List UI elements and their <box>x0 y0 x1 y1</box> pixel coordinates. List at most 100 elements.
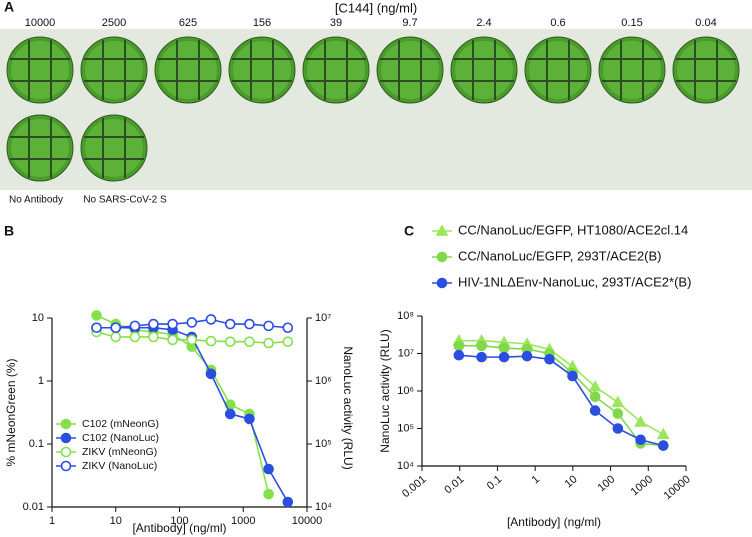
data-point <box>224 318 236 330</box>
data-point <box>224 336 236 348</box>
y2-tick-label: 10⁶ <box>315 375 332 387</box>
legend-marker <box>436 277 448 289</box>
series-line <box>458 339 664 436</box>
y-tick-label: 10⁵ <box>397 422 414 434</box>
data-point <box>282 496 294 508</box>
concentration-label: 2.4 <box>476 17 491 29</box>
data-point <box>282 336 294 348</box>
legend-marker <box>60 446 72 458</box>
legend-label: HIV-1NLΔEnv-NanoLuc, 293T/ACE2*(B) <box>458 274 691 289</box>
x-tick-label: 1000 <box>629 473 655 498</box>
legend-marker <box>436 251 448 263</box>
data-point <box>544 354 555 365</box>
legend-label: C102 (mNeonG) <box>82 418 159 430</box>
legend-label: C102 (NanoLuc) <box>82 432 159 444</box>
y-tick-label: 10⁶ <box>397 385 414 397</box>
data-point <box>167 318 178 330</box>
data-point <box>110 331 122 343</box>
well-inner <box>529 41 587 99</box>
concentration-label: 625 <box>179 17 197 29</box>
data-point <box>612 408 624 419</box>
data-point <box>91 322 102 334</box>
x-axis-label: [Antibody] (ng/ml) <box>132 521 226 535</box>
y-tick-label: 1 <box>38 375 44 387</box>
data-point <box>167 334 178 346</box>
data-point <box>521 350 533 362</box>
y-axis-label: NanoLuc activity (RLU) <box>378 329 392 452</box>
well-inner <box>603 41 661 99</box>
data-point <box>588 380 602 392</box>
legend-marker <box>60 460 72 472</box>
control-label: No SARS-CoV-2 S <box>83 195 167 206</box>
x-tick-label: 10000 <box>662 473 693 502</box>
legend-marker <box>435 224 449 236</box>
data-point <box>263 337 274 349</box>
series-line <box>458 345 664 447</box>
x-tick-label: 10000 <box>292 515 323 527</box>
data-point <box>657 440 669 451</box>
data-point <box>263 488 274 500</box>
well-inner <box>455 41 513 99</box>
data-point <box>91 310 102 321</box>
y-tick-label: 0.01 <box>23 501 44 513</box>
x-tick-label: 10 <box>110 515 122 527</box>
series-line <box>458 354 664 447</box>
x-axis-label: [Antibody] (ng/ml) <box>507 515 601 529</box>
data-point <box>589 391 601 403</box>
data-point <box>205 368 217 380</box>
x-tick-label: 10 <box>563 473 580 490</box>
data-point <box>244 336 255 348</box>
legend-marker <box>60 432 72 444</box>
concentration-label: 9.7 <box>402 17 417 29</box>
concentration-label: 0.6 <box>550 17 565 29</box>
data-point <box>476 340 487 352</box>
x-tick-label: 1 <box>530 473 542 486</box>
legend-label: ZIKV (mNeonG) <box>82 446 157 458</box>
well-inner <box>233 41 291 99</box>
well-inner <box>11 119 69 177</box>
x-tick-label: 100 <box>596 473 618 494</box>
y-tick-label: 0.1 <box>29 438 44 450</box>
x-tick-label: 1000 <box>231 515 255 527</box>
well-inner <box>677 41 735 99</box>
panel-label: A <box>4 0 14 15</box>
x-tick-label: 1 <box>49 515 55 527</box>
x-tick-label: 0.1 <box>485 473 504 492</box>
data-point <box>656 427 670 440</box>
well-inner <box>85 119 143 177</box>
series-line <box>96 326 289 503</box>
y2-tick-label: 10⁴ <box>315 501 332 513</box>
x-tick-label: 0.01 <box>442 473 466 496</box>
y2-tick-label: 10⁵ <box>315 438 332 450</box>
data-point <box>129 320 141 332</box>
concentration-label: 0.04 <box>695 17 716 29</box>
well-inner <box>11 41 69 99</box>
x-tick-label: 100 <box>170 515 188 527</box>
data-point <box>148 318 159 330</box>
data-point <box>205 335 217 347</box>
y-tick-label: 10⁷ <box>398 347 414 359</box>
data-point <box>634 415 647 427</box>
data-point <box>110 322 122 334</box>
panel-label: C <box>404 223 414 239</box>
concentration-label: 156 <box>253 17 271 29</box>
data-point <box>186 317 198 328</box>
concentration-label: 2500 <box>102 17 126 29</box>
data-point <box>205 314 217 325</box>
control-label: No Antibody <box>9 195 63 206</box>
data-point <box>263 320 274 332</box>
data-point <box>611 395 625 408</box>
data-point <box>453 349 465 361</box>
legend-label: ZIKV (NanoLuc) <box>82 460 157 472</box>
well-inner <box>381 41 439 99</box>
concentration-label: 10000 <box>25 17 56 29</box>
well-inner <box>159 41 217 99</box>
y2-axis-label: NanoLuc activity (RLU) <box>341 346 355 469</box>
well-inner <box>85 41 143 99</box>
y-tick-label: 10 <box>32 312 44 324</box>
concentration-label: 39 <box>330 17 342 29</box>
data-point <box>129 331 141 343</box>
legend-marker <box>60 418 72 430</box>
data-point <box>476 351 487 363</box>
